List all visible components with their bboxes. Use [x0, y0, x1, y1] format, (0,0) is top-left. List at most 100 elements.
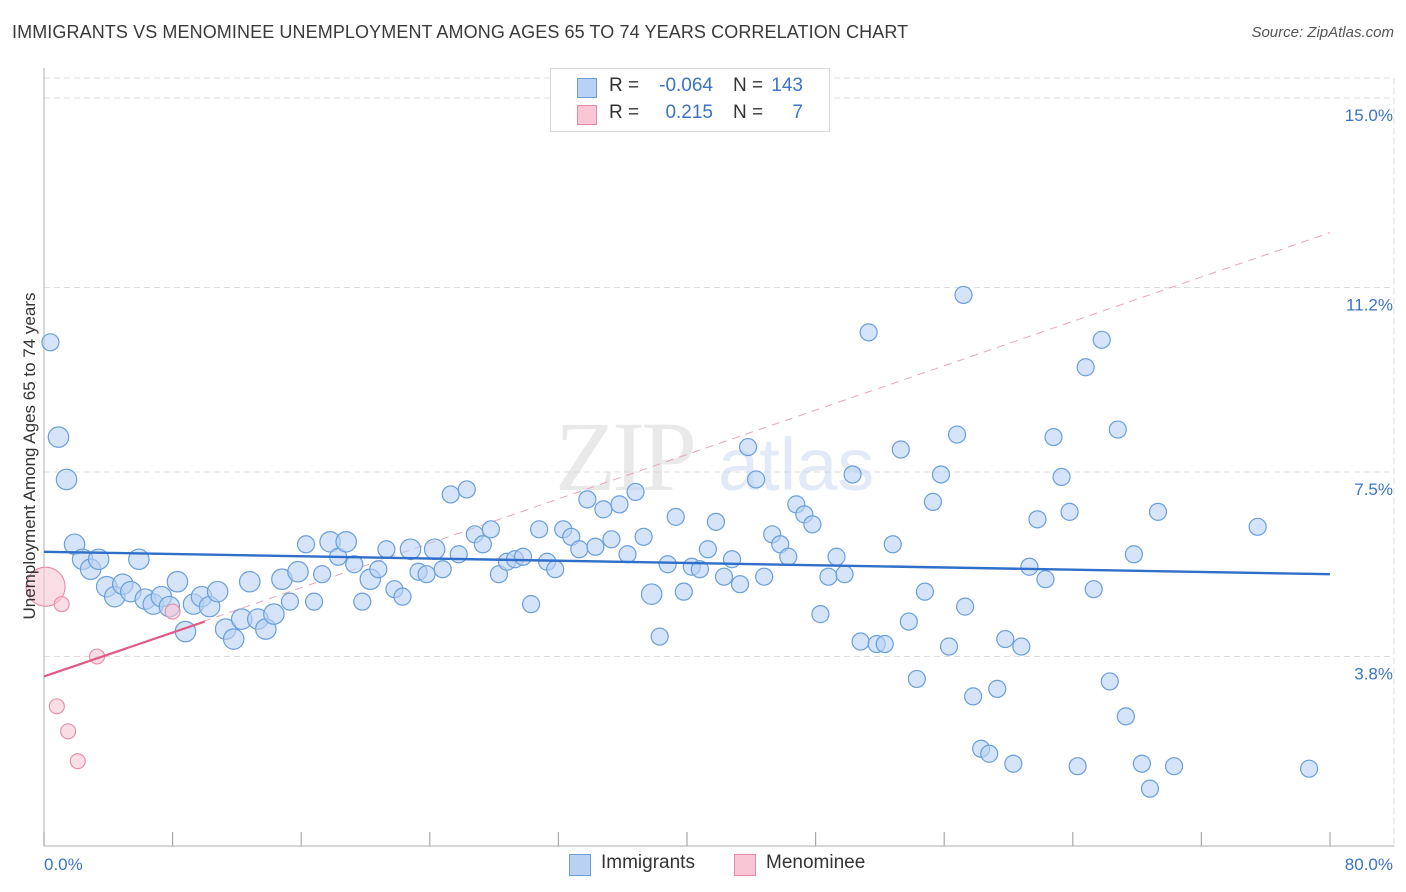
immigrants-point	[1012, 637, 1031, 656]
immigrants-point	[296, 535, 316, 554]
immigrants-point	[1148, 502, 1168, 521]
immigrants-point	[521, 595, 541, 614]
y-tick-label: 3.8%	[1354, 664, 1393, 683]
immigrants-point	[803, 515, 822, 534]
axes-layer	[43, 68, 1394, 847]
legend-label-menominee: Menominee	[766, 852, 866, 873]
menominee-point	[25, 566, 66, 607]
immigrants-point	[843, 465, 862, 484]
immigrants-point	[1052, 467, 1071, 487]
immigrants-point	[546, 560, 565, 579]
legend-swatch-menominee	[577, 105, 597, 125]
immigrants-point	[222, 628, 245, 650]
immigrants-point	[473, 535, 492, 554]
immigrants-point	[747, 470, 766, 489]
immigrants-point	[1116, 707, 1135, 726]
immigrants-point	[335, 530, 358, 553]
immigrants-point	[666, 507, 685, 526]
y-tick-label: 11.2%	[1346, 295, 1393, 314]
immigrants-point	[954, 285, 973, 305]
immigrants-point	[811, 605, 830, 624]
series-legend: Immigrants Menominee	[0, 852, 1406, 878]
immigrants-point	[513, 547, 533, 566]
immigrants-point	[1164, 757, 1184, 776]
immigrants-point	[851, 632, 870, 651]
legend-swatch-immigrants	[569, 854, 591, 876]
menominee-trend-extended	[43, 232, 1331, 677]
immigrants-point	[287, 560, 309, 583]
immigrants-point	[1036, 570, 1055, 589]
immigrants-point	[1300, 759, 1319, 778]
immigrants-point	[779, 547, 798, 566]
immigrants-point	[399, 538, 422, 561]
immigrants-point	[1140, 779, 1160, 798]
immigrants-point	[55, 468, 78, 491]
chart-title: IMMIGRANTS VS MENOMINEE UNEMPLOYMENT AMO…	[12, 22, 909, 42]
immigrants-point	[714, 567, 734, 586]
menominee-point	[48, 698, 65, 715]
immigrants-point	[417, 565, 436, 584]
immigrants-point	[1100, 672, 1119, 691]
immigrants-point	[87, 548, 110, 571]
immigrants-point	[1028, 510, 1047, 529]
immigrants-point	[481, 520, 500, 539]
immigrants-point	[263, 603, 285, 625]
legend-row-menominee: R = 0.215 N = 7	[551, 101, 829, 127]
trend-lines-front	[43, 550, 1331, 678]
y-tick-label: 7.5%	[1354, 480, 1393, 499]
immigrants-point	[377, 540, 396, 559]
legend-n-value: 7	[792, 102, 803, 123]
immigrants-point	[891, 440, 910, 459]
immigrants-point	[1248, 517, 1267, 536]
immigrants-point	[722, 550, 742, 569]
immigrants-point	[875, 634, 894, 654]
immigrants-point	[1084, 580, 1103, 599]
menominee-point	[60, 723, 77, 740]
x-tick-label: 80.0%	[1345, 855, 1393, 874]
correlation-legend: R = -0.064 N = 143 R = 0.215 N = 7	[550, 68, 830, 132]
immigrants-point	[980, 744, 999, 763]
immigrants-point	[594, 500, 613, 519]
immigrants-point	[947, 425, 967, 444]
immigrants-point	[640, 583, 663, 605]
immigrants-point	[1124, 545, 1143, 564]
immigrants-point	[441, 485, 460, 504]
immigrants-point	[939, 637, 959, 656]
immigrants-point	[1068, 757, 1087, 776]
legend-row-immigrants: R = -0.064 N = 143	[551, 74, 829, 100]
immigrants-point	[312, 565, 332, 584]
immigrants-point	[1132, 754, 1152, 773]
immigrants-points	[41, 285, 1319, 798]
immigrants-point	[1004, 754, 1023, 773]
immigrants-point	[530, 520, 549, 539]
immigrants-point	[859, 323, 878, 342]
immigrants-point	[1108, 420, 1127, 439]
legend-n-label: N =	[733, 75, 764, 96]
immigrants-point	[923, 492, 943, 511]
immigrants-point	[1044, 427, 1063, 447]
immigrants-point	[674, 582, 693, 601]
immigrants-point	[899, 612, 918, 631]
grid-layer	[44, 77, 1395, 846]
immigrants-point	[755, 567, 774, 586]
immigrants-point	[423, 538, 446, 561]
immigrants-point	[1060, 502, 1079, 521]
immigrants-point	[658, 555, 677, 574]
immigrants-point	[578, 490, 597, 509]
immigrants-point	[586, 537, 605, 556]
immigrants-point	[353, 592, 372, 611]
x-tick-label: 0.0%	[44, 855, 83, 874]
watermark-zip: ZIP	[555, 401, 693, 512]
immigrants-point	[996, 629, 1015, 649]
immigrants-point	[304, 592, 324, 611]
immigrants-point	[369, 560, 388, 579]
immigrants-point	[618, 545, 637, 564]
immigrants-point	[570, 540, 589, 559]
immigrants-point	[393, 587, 412, 606]
immigrants-point	[1076, 358, 1095, 377]
immigrants-point	[433, 560, 452, 579]
immigrants-point	[827, 547, 846, 566]
immigrants-point	[602, 530, 621, 549]
legend-r-value: -0.064	[659, 75, 713, 96]
legend-swatch-immigrants	[577, 78, 597, 98]
